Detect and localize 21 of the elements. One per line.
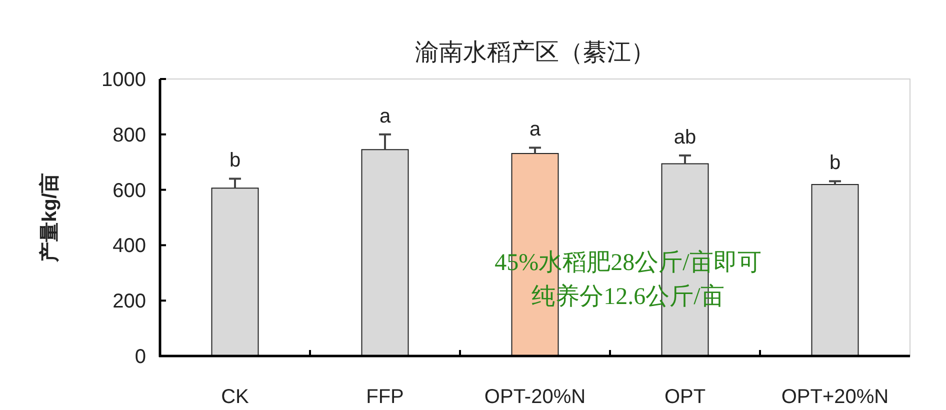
x-tick-label: FFP — [366, 386, 404, 408]
bar — [211, 188, 259, 356]
y-tick-label: 1000 — [102, 69, 146, 91]
chart-title: 渝南水稻产区（綦江） — [415, 39, 655, 66]
annotation: b — [829, 152, 841, 174]
x-tick-label: OPT-20%N — [484, 386, 586, 408]
x-tick-label: CK — [221, 386, 250, 408]
annotation: b — [229, 150, 241, 172]
y-tick-label: 0 — [134, 346, 146, 368]
bar — [811, 184, 859, 356]
bar — [361, 149, 409, 356]
y-tick-label: 400 — [112, 235, 146, 258]
x-tick-label: OPT — [664, 386, 706, 408]
y-tick-label: 200 — [112, 290, 146, 313]
annotation: a — [529, 118, 542, 141]
y-tick-label: 600 — [112, 180, 146, 202]
x-tick-label: OPT+20%N — [781, 386, 889, 408]
y-tick-label: 800 — [112, 124, 146, 146]
annotation: ab — [674, 126, 696, 148]
annotation: a — [379, 105, 392, 128]
y-axis-title: 产量kg/亩 — [38, 173, 61, 263]
